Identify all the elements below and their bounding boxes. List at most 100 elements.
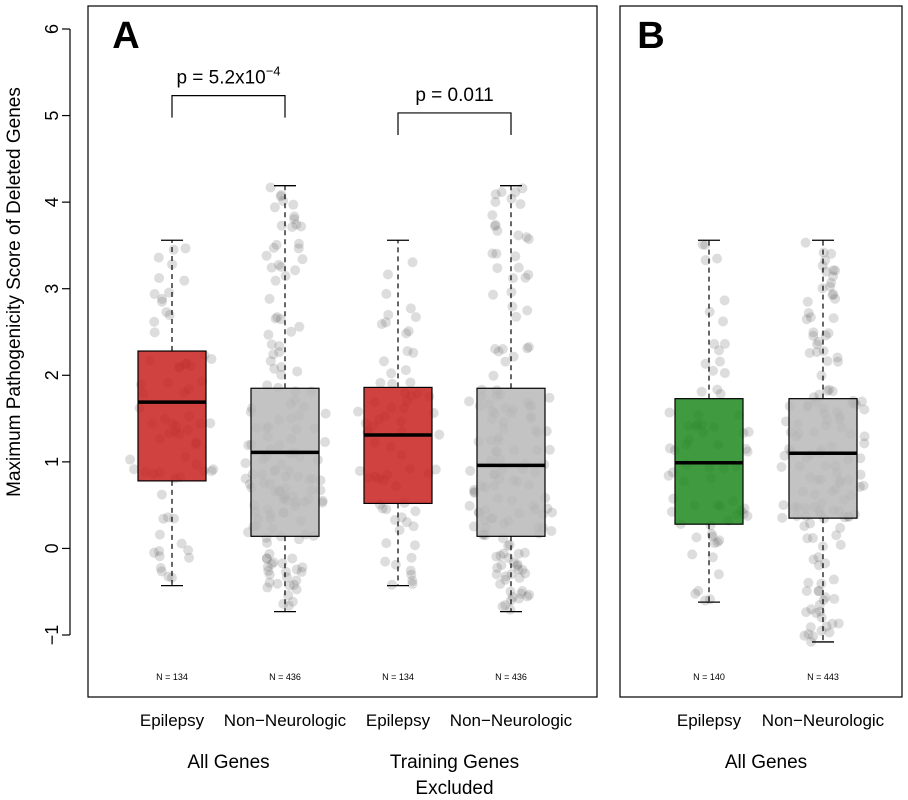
- data-point: [719, 295, 730, 306]
- data-point: [277, 558, 288, 569]
- data-point: [497, 601, 508, 612]
- y-tick-label: −1: [42, 625, 62, 646]
- data-point: [818, 247, 829, 258]
- data-point: [490, 219, 501, 230]
- data-point: [492, 263, 503, 274]
- data-point: [808, 330, 819, 341]
- data-point: [828, 313, 839, 324]
- data-point: [272, 578, 283, 589]
- data-point: [500, 600, 511, 611]
- data-point: [162, 512, 173, 523]
- data-point: [289, 214, 300, 225]
- data-point: [823, 328, 834, 339]
- data-point: [664, 443, 675, 454]
- data-point: [161, 307, 172, 318]
- box-non-neurologic-3: [464, 183, 558, 615]
- data-point: [814, 599, 825, 610]
- data-point: [154, 273, 165, 284]
- data-point: [827, 618, 838, 629]
- data-point: [712, 537, 723, 548]
- data-point: [712, 384, 723, 395]
- data-point: [522, 591, 533, 602]
- box-iqr: [788, 398, 858, 519]
- data-point: [500, 356, 511, 367]
- data-point: [409, 540, 420, 551]
- data-point: [500, 571, 511, 582]
- data-point: [817, 260, 828, 271]
- data-point: [291, 219, 302, 230]
- data-point: [813, 560, 824, 571]
- data-point: [265, 356, 276, 367]
- data-point: [510, 251, 521, 262]
- data-point: [777, 512, 788, 523]
- data-point: [184, 552, 195, 563]
- n-label: N = 443: [807, 672, 839, 682]
- data-point: [273, 259, 284, 270]
- data-point: [176, 538, 187, 549]
- data-point: [406, 552, 417, 563]
- data-point: [317, 495, 328, 506]
- data-point: [826, 248, 837, 259]
- y-tick-label: 2: [42, 370, 62, 380]
- y-tick-label: 3: [42, 284, 62, 294]
- data-point: [375, 377, 386, 388]
- data-point: [801, 607, 812, 618]
- data-point: [278, 598, 289, 609]
- data-point: [168, 244, 179, 255]
- data-point: [828, 271, 839, 282]
- data-point: [262, 582, 273, 593]
- data-point: [287, 596, 298, 607]
- data-point: [275, 191, 286, 202]
- data-point: [410, 312, 421, 323]
- data-point: [858, 480, 869, 491]
- box-iqr: [476, 387, 546, 537]
- box-marks: [125, 182, 870, 647]
- data-point: [320, 437, 331, 448]
- data-point: [816, 370, 827, 381]
- data-point: [802, 533, 813, 544]
- data-point: [281, 566, 292, 577]
- data-point: [496, 560, 507, 571]
- data-point: [521, 232, 532, 243]
- data-point: [488, 289, 499, 300]
- y-tick-label: 6: [42, 24, 62, 34]
- data-point: [814, 389, 825, 400]
- data-point: [487, 248, 498, 259]
- data-point: [125, 454, 136, 465]
- data-point: [405, 377, 416, 388]
- data-point: [803, 577, 814, 588]
- data-point: [284, 580, 295, 591]
- data-point: [820, 592, 831, 603]
- data-point: [317, 497, 328, 508]
- data-point: [830, 265, 841, 276]
- group-label-line-2: Excluded: [415, 778, 493, 799]
- box-epilepsy-2: [353, 239, 445, 590]
- data-point: [779, 450, 790, 461]
- data-point: [401, 328, 412, 339]
- y-tick-label: 0: [42, 543, 62, 553]
- data-point: [508, 273, 519, 284]
- panel-frame-a: [87, 5, 598, 698]
- data-point: [856, 396, 867, 407]
- data-point: [498, 548, 509, 559]
- data-point: [271, 239, 282, 250]
- data-point: [262, 561, 273, 572]
- data-point: [826, 277, 837, 288]
- data-point: [802, 296, 813, 307]
- data-point: [707, 552, 718, 563]
- data-point: [490, 343, 501, 354]
- data-point: [835, 539, 846, 550]
- data-point: [707, 531, 718, 542]
- data-point: [743, 426, 754, 437]
- data-point: [690, 588, 701, 599]
- data-point: [294, 321, 305, 332]
- data-point: [813, 552, 824, 563]
- data-point: [407, 575, 418, 586]
- data-point: [506, 287, 517, 298]
- data-point: [718, 316, 729, 327]
- data-point: [821, 621, 832, 632]
- data-point: [491, 569, 502, 580]
- data-point: [320, 408, 331, 419]
- data-point: [268, 557, 279, 568]
- data-point: [155, 562, 166, 573]
